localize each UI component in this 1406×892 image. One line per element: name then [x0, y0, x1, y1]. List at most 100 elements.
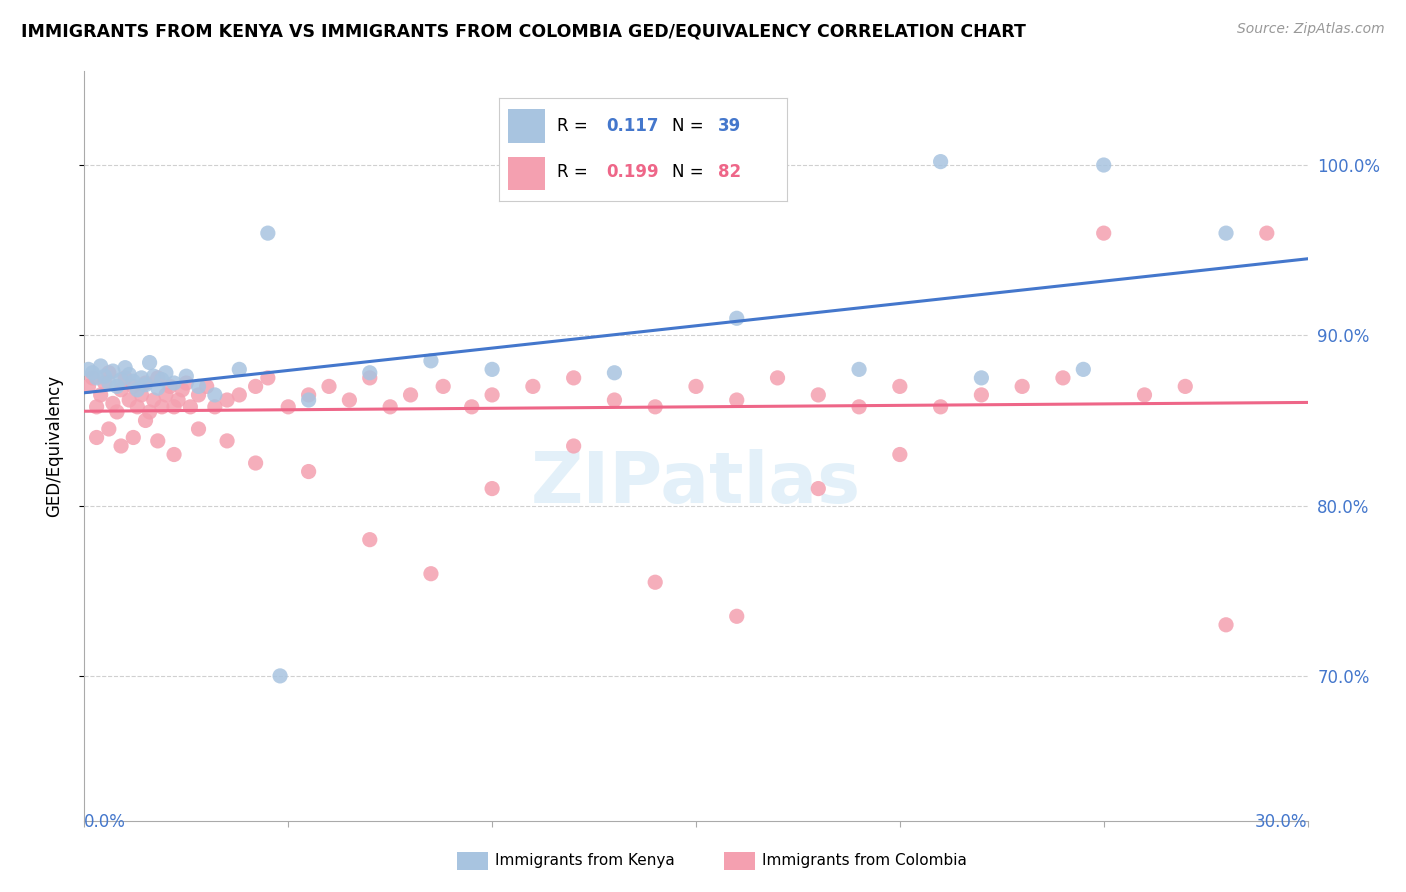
Point — [163, 376, 186, 390]
Point — [122, 374, 145, 388]
Point — [131, 388, 153, 402]
Point — [122, 430, 145, 444]
Point — [174, 376, 197, 390]
Point — [114, 360, 136, 375]
Point — [122, 379, 145, 393]
Point — [146, 434, 169, 448]
Point — [97, 376, 120, 390]
Point — [562, 371, 585, 385]
Point — [432, 379, 454, 393]
Point — [1215, 617, 1237, 632]
Point — [163, 448, 186, 462]
Point — [142, 392, 165, 407]
Point — [970, 388, 993, 402]
Point — [725, 392, 748, 407]
Point — [228, 362, 250, 376]
Text: 0.199: 0.199 — [606, 163, 658, 181]
Point — [131, 371, 153, 385]
Point — [204, 388, 226, 402]
Text: ZIPatlas: ZIPatlas — [531, 449, 860, 518]
Point — [257, 226, 280, 240]
Point — [359, 366, 381, 380]
Point — [86, 371, 108, 385]
Point — [86, 430, 108, 444]
Point — [420, 354, 443, 368]
Point — [93, 369, 115, 384]
Point — [245, 379, 267, 393]
Point — [127, 400, 149, 414]
Point — [135, 413, 157, 427]
Point — [187, 379, 209, 393]
Point — [603, 366, 626, 380]
Text: Immigrants from Colombia: Immigrants from Colombia — [762, 854, 967, 868]
Point — [889, 448, 911, 462]
Text: 39: 39 — [718, 118, 741, 136]
Point — [167, 392, 190, 407]
Point — [114, 371, 136, 385]
Point — [217, 392, 239, 407]
Y-axis label: GED/Equivalency: GED/Equivalency — [45, 375, 63, 517]
Point — [318, 379, 340, 393]
Point — [257, 371, 280, 385]
Point — [82, 366, 104, 380]
Point — [155, 366, 177, 380]
Point — [86, 400, 108, 414]
Point — [146, 381, 169, 395]
Point — [359, 533, 381, 547]
Point — [90, 388, 112, 402]
Point — [603, 392, 626, 407]
Point — [481, 362, 503, 376]
Point — [127, 383, 149, 397]
Text: 82: 82 — [718, 163, 741, 181]
Point — [929, 154, 952, 169]
Text: Immigrants from Kenya: Immigrants from Kenya — [495, 854, 675, 868]
Point — [138, 355, 160, 369]
Point — [187, 388, 209, 402]
Point — [522, 379, 544, 393]
Point — [807, 482, 830, 496]
Point — [105, 405, 128, 419]
Point — [135, 377, 157, 392]
Point — [889, 379, 911, 393]
Point — [1011, 379, 1033, 393]
Point — [706, 154, 728, 169]
Point — [138, 405, 160, 419]
Text: 0.117: 0.117 — [606, 118, 658, 136]
Point — [187, 422, 209, 436]
Point — [97, 366, 120, 380]
Point — [82, 371, 104, 385]
Point — [77, 379, 100, 393]
FancyBboxPatch shape — [508, 110, 546, 144]
Point — [644, 575, 666, 590]
Point — [118, 392, 141, 407]
Point — [1174, 379, 1197, 393]
Point — [146, 371, 169, 385]
Text: R =: R = — [557, 163, 593, 181]
Text: N =: N = — [672, 118, 709, 136]
Point — [204, 400, 226, 414]
Text: Source: ZipAtlas.com: Source: ZipAtlas.com — [1237, 22, 1385, 37]
Point — [420, 566, 443, 581]
Point — [159, 379, 181, 393]
Text: R =: R = — [557, 118, 593, 136]
Point — [725, 311, 748, 326]
Point — [163, 400, 186, 414]
Point — [269, 669, 291, 683]
Point — [90, 359, 112, 373]
Point — [150, 400, 173, 414]
Point — [245, 456, 267, 470]
Text: N =: N = — [672, 163, 709, 181]
Point — [298, 388, 321, 402]
Point — [172, 383, 194, 397]
Point — [298, 392, 321, 407]
Point — [461, 400, 484, 414]
Point — [481, 482, 503, 496]
Point — [110, 373, 132, 387]
Point — [970, 371, 993, 385]
Point — [685, 379, 707, 393]
Point — [195, 379, 218, 393]
Point — [101, 364, 124, 378]
Point — [399, 388, 422, 402]
Point — [150, 373, 173, 387]
Point — [142, 369, 165, 384]
